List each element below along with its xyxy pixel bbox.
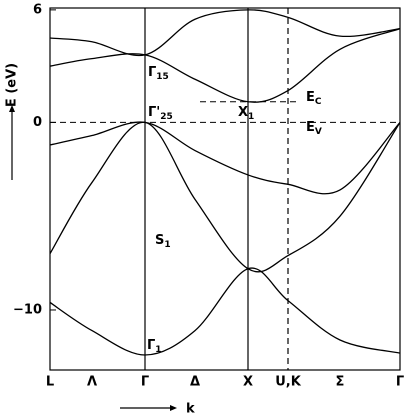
- band: [50, 9, 400, 57]
- annotation: EC: [306, 90, 322, 107]
- annotation-sub: C: [315, 97, 322, 107]
- annotation-sub: 25: [160, 112, 173, 122]
- annotation-sub: 1: [164, 240, 170, 250]
- band: [50, 121, 400, 273]
- annotation-text: S: [155, 233, 164, 248]
- annotation-text: X: [238, 105, 248, 120]
- x-tick-label: Δ: [190, 375, 200, 390]
- e-arrow-head: [9, 105, 15, 112]
- annotation-text: E: [306, 90, 315, 105]
- annotation-text: Γ': [148, 105, 160, 120]
- annotation: EV: [306, 120, 322, 137]
- annotation-text: E: [306, 120, 315, 135]
- y-tick-label: −10: [13, 302, 42, 317]
- annotation: Γ'25: [148, 105, 173, 122]
- annotation-text: Γ: [147, 338, 155, 353]
- annotation-sub: 15: [156, 72, 169, 82]
- x-tick-label: L: [46, 375, 54, 390]
- annotation: Γ1: [147, 338, 162, 355]
- annotation-sub: V: [315, 127, 322, 137]
- annotation-sub: 1: [248, 112, 254, 122]
- band: [50, 121, 400, 195]
- plot-frame: [49, 7, 401, 371]
- x-tick-label: Σ: [336, 375, 345, 390]
- annotation-sub: 1: [155, 345, 161, 355]
- annotation: S1: [155, 233, 171, 250]
- annotation: Γ15: [148, 65, 169, 82]
- x-tick-label: Γ: [141, 375, 149, 390]
- band: [50, 28, 400, 103]
- y-tick-label: 6: [33, 2, 42, 17]
- annotation: X1: [238, 105, 254, 122]
- x-tick-label: U,K: [275, 375, 301, 390]
- y-tick-label: 0: [33, 115, 42, 130]
- band: [50, 267, 400, 356]
- x-tick-label: Λ: [87, 375, 97, 390]
- x-axis-label: k: [186, 402, 195, 417]
- k-arrow-head: [170, 405, 177, 411]
- x-tick-label: Γ: [396, 375, 404, 390]
- y-axis-label: E (eV): [5, 63, 20, 107]
- annotation-text: Γ: [148, 65, 156, 80]
- x-tick-label: X: [243, 375, 253, 390]
